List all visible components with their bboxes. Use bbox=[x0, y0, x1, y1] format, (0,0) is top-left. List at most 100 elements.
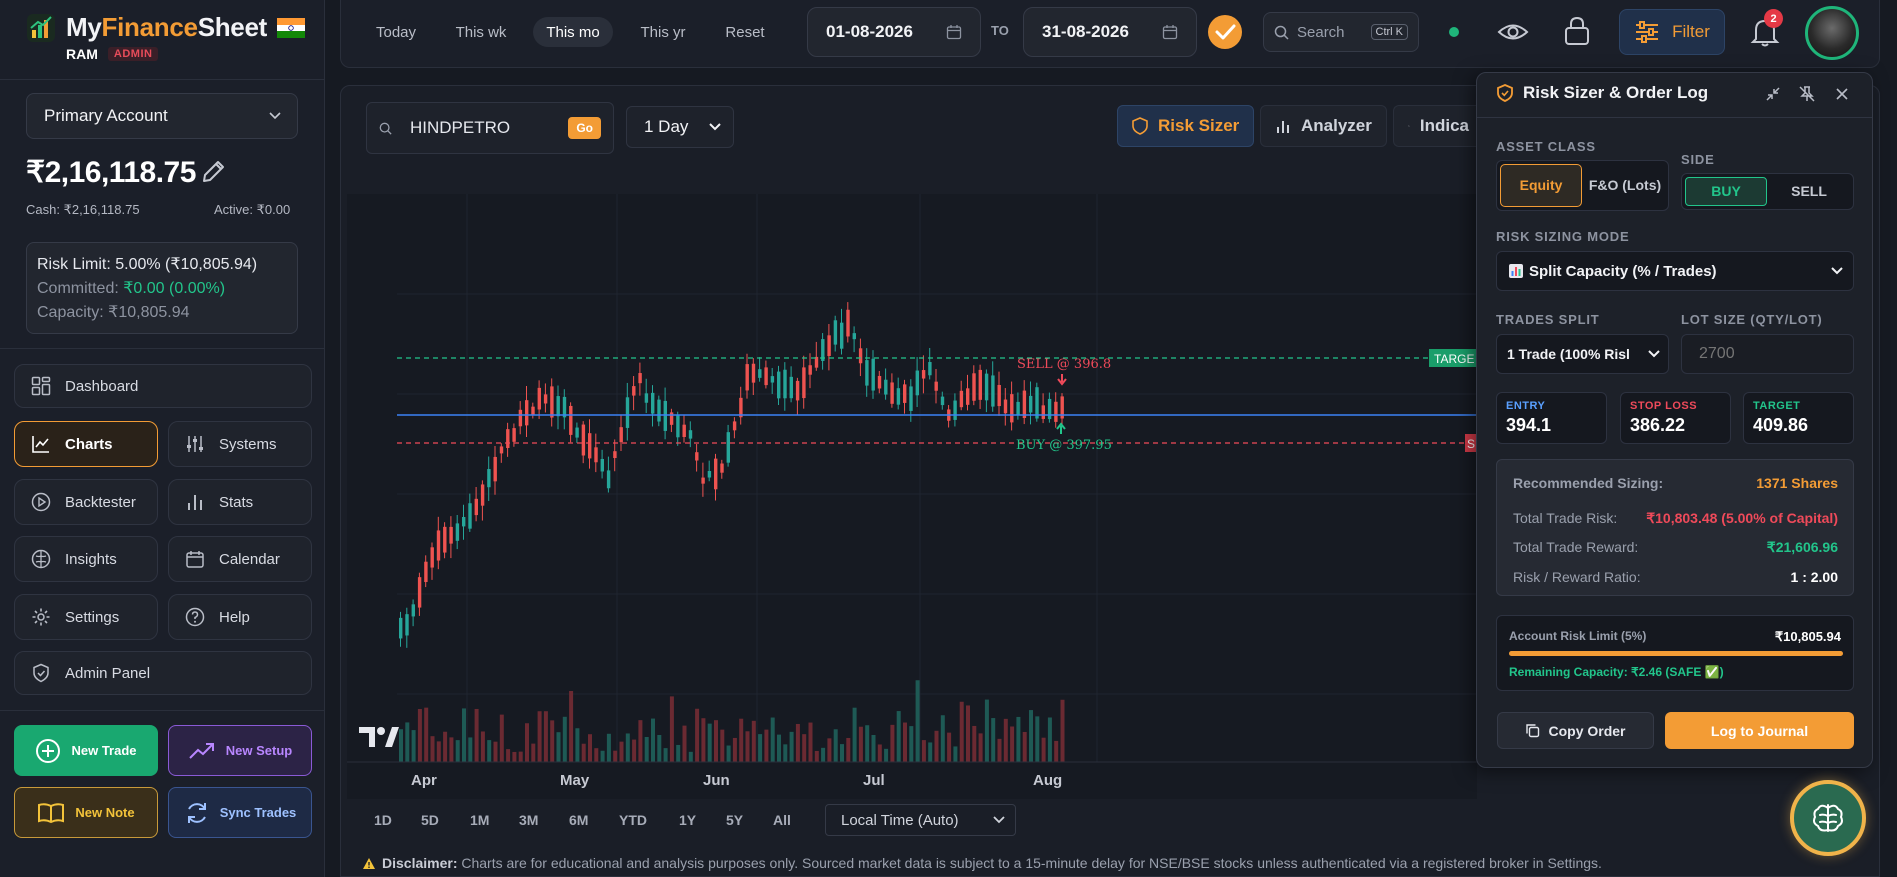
apply-date-check-icon[interactable] bbox=[1207, 14, 1243, 50]
range-1d[interactable]: 1D bbox=[374, 812, 392, 828]
price-chart[interactable]: SELL @ 396.8 BUY @ 397.95 TARGE S Apr Ma… bbox=[347, 194, 1477, 799]
nav-backtester[interactable]: Backtester bbox=[14, 479, 158, 525]
volume-bar bbox=[411, 730, 416, 762]
lock-icon[interactable] bbox=[1563, 15, 1591, 47]
volume-bar bbox=[814, 750, 819, 762]
volume-bar bbox=[745, 731, 750, 762]
volume-bar bbox=[581, 743, 586, 762]
volume-bar bbox=[953, 746, 958, 762]
candle-body bbox=[745, 364, 749, 391]
side-sell-option[interactable]: SELL bbox=[1791, 183, 1827, 199]
filter-button[interactable]: Filter bbox=[1619, 9, 1725, 55]
divider bbox=[1477, 117, 1872, 118]
nav-dashboard[interactable]: Dashboard bbox=[14, 364, 312, 408]
entry-card[interactable]: ENTRY 394.1 bbox=[1496, 392, 1607, 444]
recommended-sizing-box: Recommended Sizing: 1371 Shares Total Tra… bbox=[1496, 459, 1854, 596]
volume-bar bbox=[764, 729, 769, 762]
gear-icon bbox=[32, 608, 50, 626]
trades-split-select[interactable]: 1 Trade (100% Risl bbox=[1496, 334, 1669, 374]
edit-balance-icon[interactable] bbox=[199, 158, 227, 186]
asset-equity-option[interactable]: Equity bbox=[1500, 164, 1582, 207]
indicators-button[interactable]: Indica bbox=[1393, 105, 1483, 147]
to-date-input[interactable]: 31-08-2026 bbox=[1023, 7, 1197, 57]
volume-bar bbox=[758, 734, 763, 762]
copy-order-button[interactable]: Copy Order bbox=[1497, 712, 1654, 749]
range-ytd[interactable]: YTD bbox=[619, 812, 647, 828]
range-5d[interactable]: 5D bbox=[421, 812, 439, 828]
risk-limit-line: Risk Limit: 5.00% (₹10,805.94) bbox=[37, 256, 258, 273]
unpin-icon[interactable] bbox=[1798, 85, 1816, 103]
search-button[interactable]: Search Ctrl K bbox=[1263, 12, 1419, 52]
nav-stats[interactable]: Stats bbox=[168, 479, 312, 525]
range-1m[interactable]: 1M bbox=[470, 812, 490, 828]
volume-bar bbox=[972, 725, 977, 762]
account-select[interactable]: Primary Account bbox=[26, 93, 298, 139]
brand[interactable]: MyFinanceSheet bbox=[26, 12, 305, 43]
buy-arrow-icon bbox=[1056, 422, 1066, 434]
shield-icon bbox=[1497, 84, 1513, 102]
candle-body bbox=[783, 369, 787, 399]
target-card[interactable]: TARGET 409.86 bbox=[1743, 392, 1854, 444]
volume-bar bbox=[884, 748, 889, 762]
volume-bar bbox=[430, 736, 435, 762]
new-note-button[interactable]: New Note bbox=[14, 787, 158, 838]
shield-icon bbox=[1132, 117, 1148, 135]
volume-bar bbox=[984, 699, 989, 762]
from-date-input[interactable]: 01-08-2026 bbox=[807, 7, 981, 57]
ai-assistant-button[interactable] bbox=[1790, 780, 1866, 856]
nav-settings[interactable]: Settings bbox=[14, 594, 158, 640]
quick-this-month[interactable]: This mo bbox=[533, 17, 613, 47]
timeframe-select[interactable]: 1 Day bbox=[626, 106, 734, 148]
volume-bar bbox=[550, 720, 555, 762]
range-5y[interactable]: 5Y bbox=[726, 812, 744, 828]
close-icon[interactable] bbox=[1836, 88, 1848, 100]
volume-bar bbox=[802, 734, 807, 762]
new-setup-button[interactable]: New Setup bbox=[168, 725, 312, 776]
quick-reset[interactable]: Reset bbox=[725, 23, 765, 41]
minimize-icon[interactable] bbox=[1765, 86, 1781, 102]
range-all[interactable]: All bbox=[773, 812, 791, 828]
nav-insights[interactable]: Insights bbox=[14, 536, 158, 582]
brain-icon bbox=[31, 549, 51, 569]
quick-today[interactable]: Today bbox=[375, 23, 417, 41]
candle-body bbox=[814, 356, 819, 368]
range-3m[interactable]: 3M bbox=[519, 812, 539, 828]
candle-body bbox=[846, 309, 850, 337]
quick-this-year[interactable]: This yr bbox=[640, 23, 686, 41]
nav-help[interactable]: Help bbox=[168, 594, 312, 640]
volume-bar bbox=[657, 735, 662, 762]
nav-calendar[interactable]: Calendar bbox=[168, 536, 312, 582]
quick-this-week[interactable]: This wk bbox=[455, 23, 507, 41]
stop-loss-label: STOP LOSS bbox=[1630, 400, 1698, 412]
candle-body bbox=[543, 394, 548, 404]
nav-stats-label: Stats bbox=[219, 493, 254, 511]
stop-loss-card[interactable]: STOP LOSS 386.22 bbox=[1620, 392, 1731, 444]
candle-body bbox=[739, 397, 743, 418]
lot-size-input[interactable] bbox=[1681, 334, 1854, 374]
analyzer-button[interactable]: Analyzer bbox=[1260, 105, 1387, 147]
nav-systems[interactable]: Systems bbox=[168, 421, 312, 467]
risk-sizer-button[interactable]: Risk Sizer bbox=[1117, 105, 1255, 147]
candle-body bbox=[833, 320, 838, 345]
asset-fno-option[interactable]: F&O (Lots) bbox=[1588, 177, 1662, 193]
candle-body bbox=[795, 380, 800, 401]
buy-marker-label: BUY @ 397.95 bbox=[1016, 438, 1112, 453]
bar-chart-icon bbox=[188, 495, 202, 510]
range-6m[interactable]: 6M bbox=[569, 812, 589, 828]
risk-mode-select[interactable]: Split Capacity (% / Trades) bbox=[1496, 251, 1854, 291]
eye-icon[interactable] bbox=[1497, 16, 1529, 48]
side-buy-option[interactable]: BUY bbox=[1685, 177, 1767, 206]
range-1y[interactable]: 1Y bbox=[679, 812, 697, 828]
go-button[interactable]: Go bbox=[568, 117, 601, 139]
nav-charts[interactable]: Charts bbox=[14, 421, 158, 467]
ticker-input[interactable]: HINDPETRO Go bbox=[366, 102, 614, 154]
sync-trades-button[interactable]: Sync Trades bbox=[168, 787, 312, 838]
sync-icon bbox=[187, 802, 206, 823]
nav-systems-label: Systems bbox=[219, 435, 277, 453]
log-to-journal-button[interactable]: Log to Journal bbox=[1665, 712, 1854, 749]
timezone-select[interactable]: Local Time (Auto) bbox=[825, 804, 1016, 836]
nav-admin-panel[interactable]: Admin Panel bbox=[14, 651, 312, 695]
avatar[interactable] bbox=[1805, 6, 1859, 60]
volume-bar bbox=[896, 711, 901, 762]
new-trade-button[interactable]: New Trade bbox=[14, 725, 158, 776]
